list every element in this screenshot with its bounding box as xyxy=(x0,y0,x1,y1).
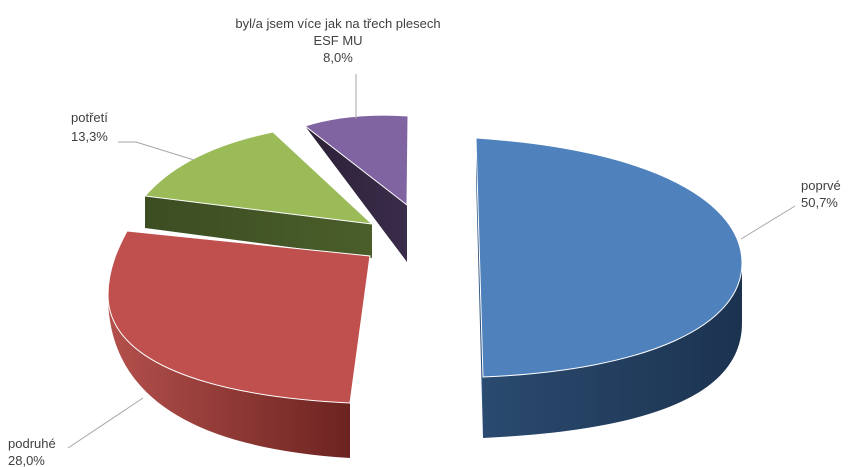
leader-line-potreti xyxy=(118,141,195,161)
leader-line-podruhe xyxy=(67,397,144,449)
slice-green-side xyxy=(145,196,372,258)
slice-red-side xyxy=(108,295,350,458)
data-label-purple: byl/a jsem více jak na třech plesech ESF… xyxy=(235,16,440,65)
slice-green-top xyxy=(144,131,374,225)
slice-value: 13,3% xyxy=(71,129,108,144)
slice-label: potřetí xyxy=(71,110,108,125)
slice-blue-side xyxy=(483,263,742,438)
slice-red-top xyxy=(107,230,371,404)
data-label-poprve: poprvé 50,7% xyxy=(801,178,841,210)
slice-green xyxy=(144,131,374,258)
slice-value: 50,7% xyxy=(801,195,838,210)
slice-blue xyxy=(475,137,743,438)
slice-label-line-1: byl/a jsem více jak na třech plesech xyxy=(235,16,440,31)
slice-label: podruhé xyxy=(8,436,56,451)
slice-blue-top xyxy=(475,137,743,378)
data-label-potreti: potřetí 13,3% xyxy=(71,110,108,144)
data-label-podruhe: podruhé 28,0% xyxy=(8,436,56,467)
slice-purple-top xyxy=(303,114,409,207)
slice-value: 28,0% xyxy=(8,453,45,467)
slice-red xyxy=(107,230,371,458)
slice-purple xyxy=(303,114,409,262)
slice-purple-side xyxy=(305,126,407,262)
leader-line-poprve xyxy=(740,205,796,240)
slice-value: 8,0% xyxy=(323,50,353,65)
slice-label-line-2: ESF MU xyxy=(313,33,362,48)
slice-label: poprvé xyxy=(801,178,841,193)
